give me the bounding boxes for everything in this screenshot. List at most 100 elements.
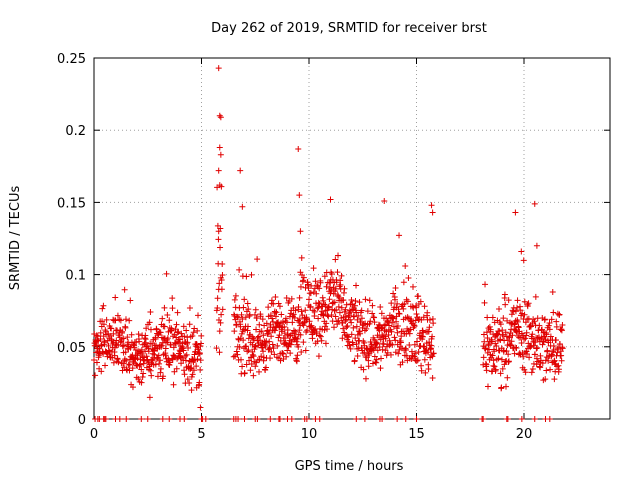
- data-point: [149, 357, 156, 364]
- data-point: [152, 361, 159, 368]
- data-point: [138, 346, 145, 353]
- data-point: [161, 304, 168, 311]
- data-point: [424, 309, 431, 316]
- data-point: [258, 328, 265, 335]
- chart-title: Day 262 of 2019, SRMTID for receiver brs…: [211, 21, 487, 36]
- data-point: [162, 352, 169, 359]
- data-point: [116, 416, 123, 422]
- data-point: [240, 304, 247, 311]
- data-point: [217, 151, 224, 158]
- data-point: [374, 347, 381, 354]
- data-point: [545, 357, 552, 364]
- data-point: [361, 416, 368, 422]
- data-point: [404, 298, 411, 305]
- data-point: [483, 361, 490, 368]
- data-point: [123, 357, 130, 364]
- data-point: [280, 350, 287, 357]
- data-point: [233, 348, 240, 355]
- data-point: [231, 328, 238, 335]
- data-point: [195, 312, 202, 319]
- data-point: [480, 416, 487, 422]
- data-point: [412, 317, 419, 324]
- data-point: [334, 269, 341, 276]
- data-point: [283, 294, 290, 301]
- data-point: [238, 356, 245, 363]
- data-point: [384, 349, 391, 356]
- data-point: [265, 304, 272, 311]
- data-point: [313, 290, 320, 297]
- data-point: [379, 331, 386, 338]
- data-point: [429, 209, 436, 216]
- data-point: [189, 333, 196, 340]
- data-point: [293, 338, 300, 345]
- data-point: [314, 338, 321, 345]
- data-point: [314, 305, 321, 312]
- data-point: [492, 366, 499, 373]
- data-point: [253, 326, 260, 333]
- data-point: [307, 303, 314, 310]
- data-point: [326, 296, 333, 303]
- data-point: [558, 327, 565, 334]
- data-point: [166, 416, 173, 422]
- data-point: [302, 347, 309, 354]
- data-point: [429, 333, 436, 340]
- data-point: [155, 352, 162, 359]
- data-point: [548, 352, 555, 359]
- data-point: [239, 316, 246, 323]
- data-point: [316, 332, 323, 339]
- data-point: [315, 353, 322, 360]
- data-point: [287, 341, 294, 348]
- y-axis-label: SRMTID / TECUs: [8, 186, 23, 291]
- data-point: [177, 348, 184, 355]
- data-point: [332, 313, 339, 320]
- data-point: [355, 328, 362, 335]
- data-point: [188, 387, 195, 394]
- data-point: [216, 112, 223, 119]
- data-point: [321, 301, 328, 308]
- data-point: [352, 335, 359, 342]
- data-point: [271, 351, 278, 358]
- data-point: [214, 295, 221, 302]
- data-point: [336, 283, 343, 290]
- data-point: [129, 384, 136, 391]
- data-point: [556, 311, 563, 318]
- data-point: [218, 311, 225, 318]
- data-point: [403, 347, 410, 354]
- data-point: [553, 323, 560, 330]
- data-point: [418, 362, 425, 369]
- data-point: [214, 305, 221, 312]
- data-point: [251, 343, 258, 350]
- data-point: [298, 349, 305, 356]
- data-point: [388, 328, 395, 335]
- data-point: [307, 323, 314, 330]
- data-point: [546, 326, 553, 333]
- data-point: [202, 416, 209, 422]
- data-point: [414, 357, 421, 364]
- data-point: [138, 366, 145, 373]
- data-point: [306, 318, 313, 325]
- data-point: [301, 319, 308, 326]
- data-point: [559, 345, 566, 352]
- data-point: [315, 315, 322, 322]
- data-point: [198, 332, 205, 339]
- data-point: [296, 315, 303, 322]
- x-axis-label: GPS time / hours: [295, 459, 404, 474]
- data-point: [190, 329, 197, 336]
- data-point: [190, 367, 197, 374]
- data-point: [158, 343, 165, 350]
- data-point: [543, 331, 550, 338]
- data-point: [122, 316, 129, 323]
- data-point: [339, 335, 346, 342]
- data-point: [143, 325, 150, 332]
- data-point: [168, 327, 175, 334]
- data-point: [547, 366, 554, 373]
- data-point: [324, 326, 331, 333]
- data-point: [353, 282, 360, 289]
- data-point: [180, 323, 187, 330]
- data-point: [559, 344, 566, 351]
- data-point: [166, 317, 173, 324]
- data-point: [97, 342, 104, 349]
- data-point: [269, 341, 276, 348]
- data-point: [555, 362, 562, 369]
- data-point: [247, 367, 254, 374]
